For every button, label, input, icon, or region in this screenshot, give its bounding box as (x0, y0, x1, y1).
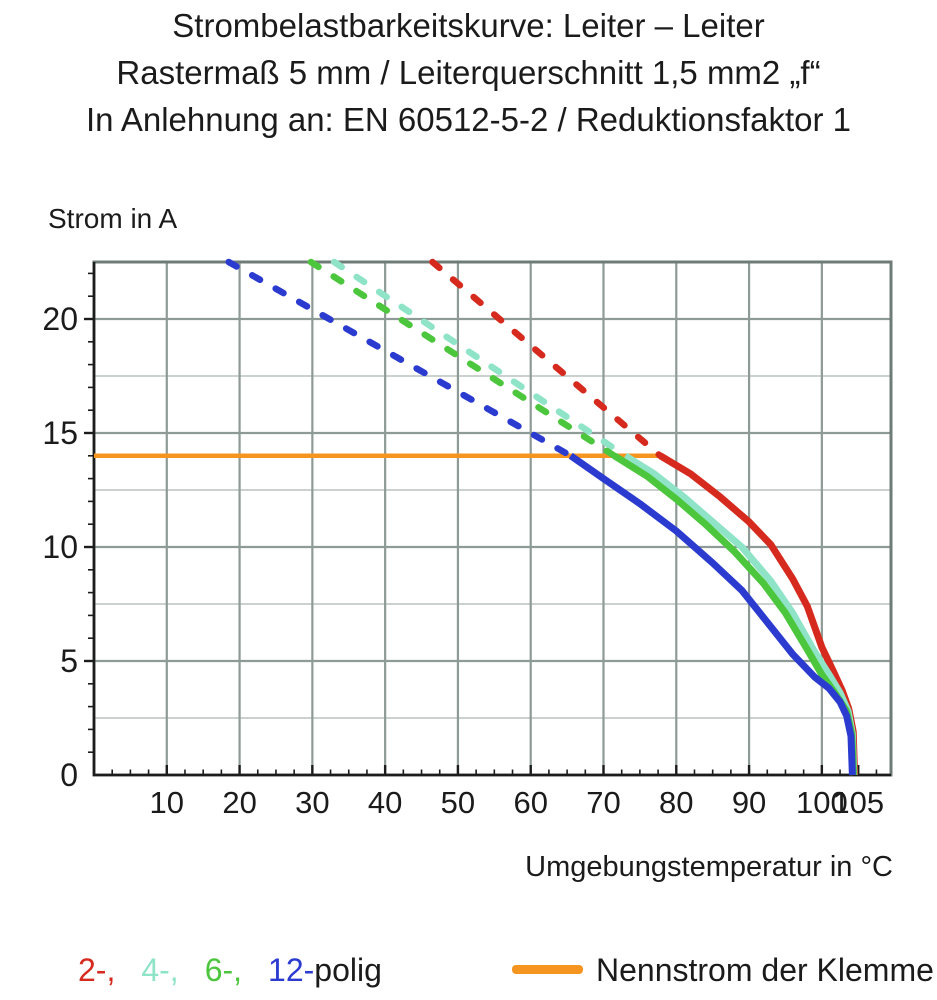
x-tick-label: 10 (150, 785, 184, 820)
x-tick-label: 60 (513, 785, 547, 820)
series-12-polig (568, 452, 856, 776)
x-tick-label: 105 (832, 785, 884, 820)
y-tick-label: 10 (42, 529, 78, 565)
axes (92, 262, 891, 777)
series-2-polig-dashed (429, 258, 664, 460)
y-axis-title: Strom in A (48, 203, 178, 234)
x-axis-title: Umgebungstemperatur in °C (525, 851, 893, 883)
series-6-polig-dashed (307, 258, 618, 460)
y-tick-label: 0 (60, 757, 78, 793)
title-line-2: Rastermaß 5 mm / Leiterquerschnitt 1,5 m… (116, 54, 821, 91)
x-tick-label: 90 (732, 785, 766, 820)
polig-suffix: polig (314, 952, 382, 988)
chart-title: Strombelastbarkeitskurve: Leiter – Leite… (0, 2, 937, 143)
pole-legend-label: 6-, (204, 952, 243, 988)
poles-labels: 2-, 4-, 6-, 12- (78, 952, 314, 988)
nennstrom-label: Nennstrom der Klemme (596, 952, 934, 988)
title-line-3: In Anlehnung an: EN 60512-5-2 / Reduktio… (85, 101, 851, 138)
x-tick-label: 50 (441, 785, 475, 820)
y-tick-label: 20 (42, 301, 78, 337)
x-tick-label: 70 (586, 785, 620, 820)
grid-lines (94, 262, 891, 775)
x-tick-label: 100 (796, 785, 848, 820)
plot-frame (92, 260, 893, 777)
x-tick-label: 30 (295, 785, 329, 820)
x-tick-label: 20 (222, 785, 256, 820)
y-tick-label: 5 (60, 643, 78, 679)
series-6-polig (612, 452, 857, 776)
x-tick-label: 80 (659, 785, 693, 820)
nennstrom-swatch (512, 965, 583, 975)
series-12-polig-dashed (225, 258, 574, 460)
title-line-1: Strombelastbarkeitskurve: Leiter – Leite… (172, 7, 765, 44)
nennstrom-legend: Nennstrom der Klemme (512, 952, 934, 989)
poles-legend: 2-, 4-, 6-, 12-polig (78, 952, 382, 989)
x-ticks (111, 765, 878, 775)
series-4-polig-dashed (330, 258, 629, 460)
y-ticks (84, 272, 94, 754)
pole-legend-label: 4-, (141, 952, 179, 988)
pole-legend-label: 2-, (78, 952, 116, 988)
y-tick-label: 15 (42, 415, 78, 451)
pole-legend-label: 12- (268, 952, 315, 988)
y-tick-labels: 0 5 10 15 20 (42, 301, 78, 793)
x-tick-label: 40 (368, 785, 402, 820)
series-4-polig (623, 452, 858, 776)
